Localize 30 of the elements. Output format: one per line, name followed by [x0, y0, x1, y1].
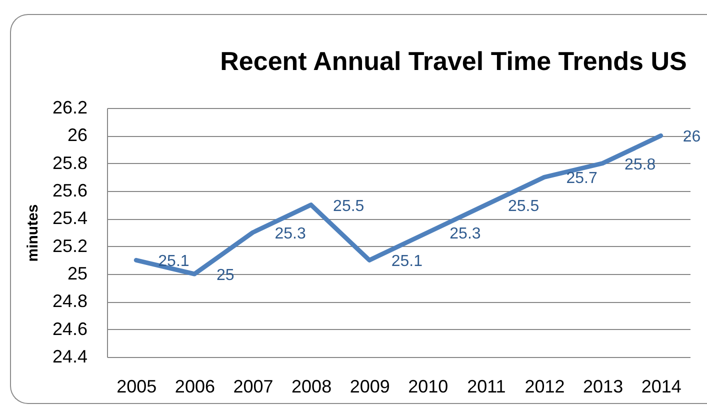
y-axis-title: minutes — [24, 204, 42, 262]
x-tick-label: 2008 — [292, 376, 332, 396]
x-tick-label: 2007 — [233, 376, 274, 396]
data-label: 25.5 — [333, 198, 364, 215]
x-tick-label: 2011 — [467, 376, 506, 396]
x-tick-label: 2009 — [350, 376, 390, 396]
y-tick-label: 25.8 — [52, 152, 88, 173]
data-label: 25.3 — [450, 226, 481, 242]
x-tick-label: 2014 — [641, 376, 682, 396]
data-label: 25.1 — [391, 253, 423, 270]
data-label: 25.3 — [274, 226, 306, 242]
y-tick-label: 24.8 — [52, 291, 88, 312]
y-tick-label: 24.6 — [52, 318, 88, 339]
x-tick-label: 2006 — [174, 376, 215, 396]
y-tick-label: 25.6 — [52, 180, 88, 200]
y-tick-label: 24.4 — [52, 346, 88, 366]
x-tick-label: 2005 — [116, 376, 157, 396]
data-label: 25.5 — [508, 198, 540, 215]
y-tick-label: 25.4 — [52, 208, 88, 228]
x-tick-label: 2013 — [583, 376, 624, 396]
y-tick-label: 26 — [67, 125, 88, 146]
y-tick-label: 26.2 — [52, 98, 88, 118]
y-tick-label: 25.2 — [52, 236, 88, 256]
x-tick-label: 2010 — [408, 376, 448, 396]
data-label: 26 — [682, 128, 701, 146]
data-label: 25.1 — [158, 253, 190, 270]
chart-title: Recent Annual Travel Time Trends US — [220, 46, 687, 76]
x-tick-label: 2012 — [524, 376, 565, 396]
data-label: 25.7 — [566, 170, 598, 188]
y-tick-label: 25 — [67, 264, 88, 284]
